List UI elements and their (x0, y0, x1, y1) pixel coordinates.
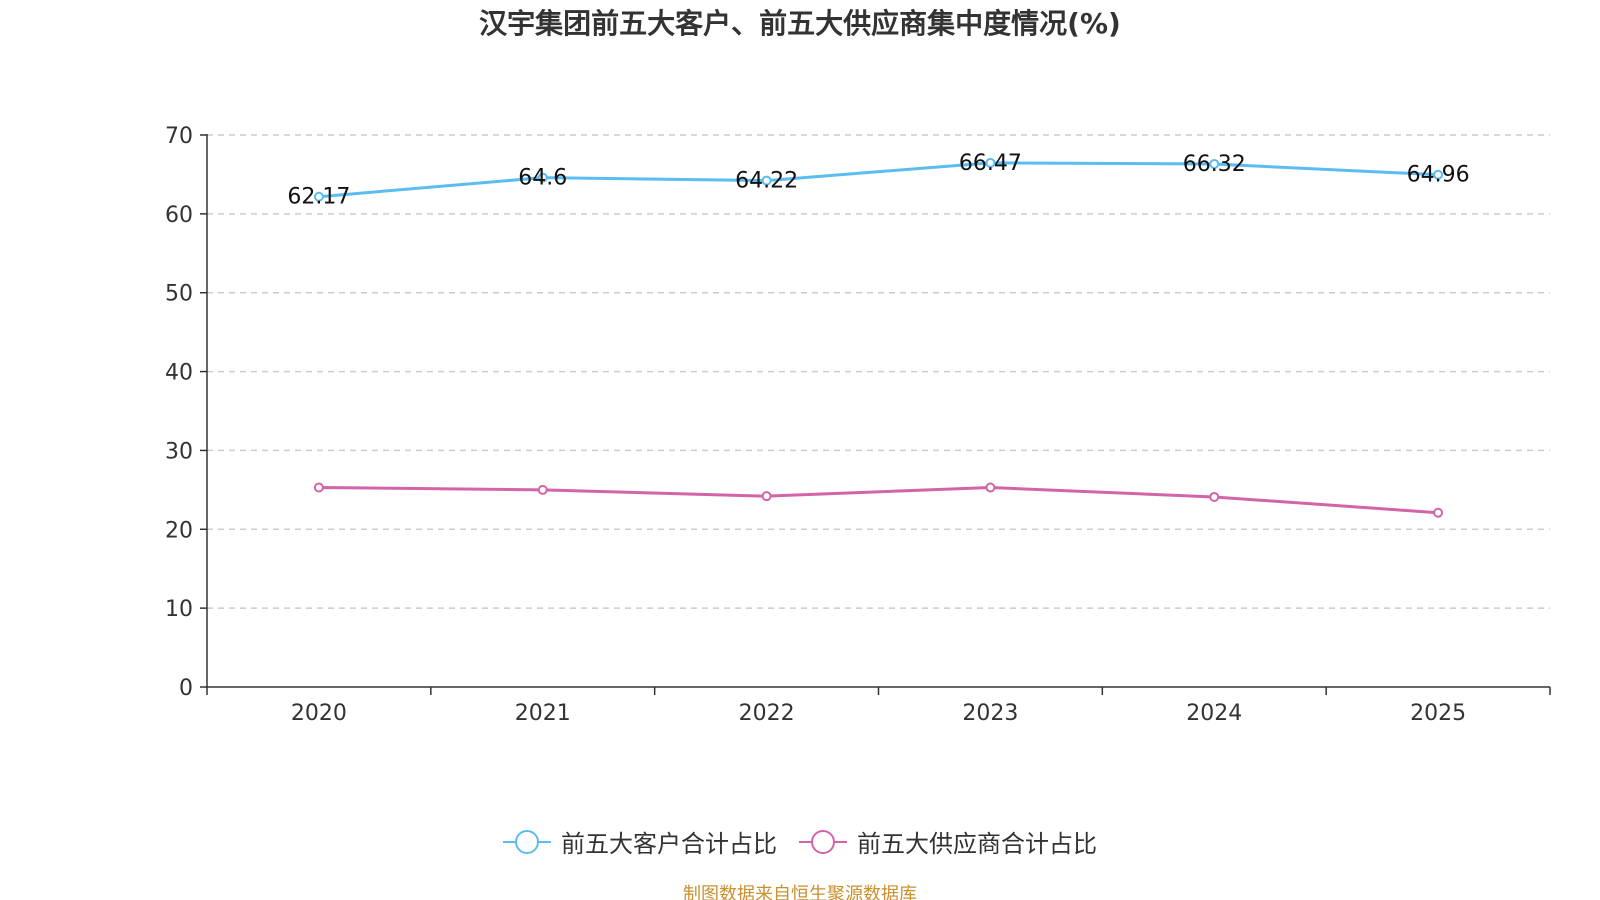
series-0-data-label-2021: 64.6 (518, 166, 567, 191)
legend-suppliers-line-icon (799, 829, 847, 854)
series-1-point-2023 (985, 482, 996, 493)
series-0-point-2022 (761, 175, 772, 186)
x-tick-label-2024: 2024 (1186, 701, 1242, 726)
legend-customers-line-icon (503, 829, 551, 854)
series-lines (313, 157, 1444, 518)
series-1-point-2024 (1209, 491, 1220, 502)
series-1-point-2020 (313, 482, 324, 493)
x-tick-label-2021: 2021 (515, 701, 571, 726)
legend-customers-label: 前五大客户合计占比 (561, 830, 777, 858)
y-tick-label-50: 50 (165, 282, 193, 307)
series-line-0 (318, 161, 1439, 199)
legend-item-customers[interactable]: 前五大客户合计占比 (503, 824, 777, 859)
series-0-data-label-2020: 62.17 (287, 185, 350, 210)
series-1-point-2022 (761, 491, 772, 502)
chart-title: 汉宇集团前五大客户、前五大供应商集中度情况(%) (479, 7, 1121, 40)
series-0-data-label-2024: 66.32 (1183, 152, 1246, 177)
x-tick-label-2020: 2020 (291, 701, 347, 726)
x-tick-label-2023: 2023 (962, 701, 1018, 726)
source-note: 制图数据来自恒生聚源数据库 (683, 884, 917, 900)
series-0-point-2020 (313, 191, 324, 202)
data-labels: 62.17 64.6 64.22 66.47 66.32 64.96 (287, 151, 1469, 210)
y-tick-label-70: 70 (165, 124, 193, 149)
series-0-data-label-2023: 66.47 (959, 151, 1022, 176)
series-0-point-2024 (1209, 159, 1220, 170)
series-0-point-2023 (985, 157, 996, 168)
series-0-data-label-2025: 64.96 (1407, 163, 1470, 188)
x-tick-label-2025: 2025 (1410, 701, 1466, 726)
series-1-point-2021 (537, 484, 548, 495)
y-tick-label-0: 0 (179, 676, 193, 701)
series-1-point-2025 (1433, 507, 1444, 518)
x-tick-label-2022: 2022 (739, 701, 795, 726)
legend-suppliers-label: 前五大供应商合计占比 (857, 830, 1097, 858)
series-0-data-label-2022: 64.22 (735, 169, 798, 194)
legend: 前五大客户合计占比 前五大供应商合计占比 (0, 824, 1600, 859)
grid-lines (207, 134, 1550, 609)
y-tick-label-40: 40 (165, 361, 193, 386)
y-tick-label-20: 20 (165, 518, 193, 543)
y-tick-label-30: 30 (165, 439, 193, 464)
legend-item-suppliers[interactable]: 前五大供应商合计占比 (799, 824, 1097, 859)
y-tick-label-10: 10 (165, 597, 193, 622)
axes: 0 10 20 30 40 50 60 70 2020 2021 2022 2023 2024 2025 (165, 124, 1551, 726)
series-line-1 (318, 485, 1439, 515)
series-0-point-2021 (537, 172, 548, 183)
y-tick-label-60: 60 (165, 203, 193, 228)
series-0-point-2025 (1433, 169, 1444, 180)
